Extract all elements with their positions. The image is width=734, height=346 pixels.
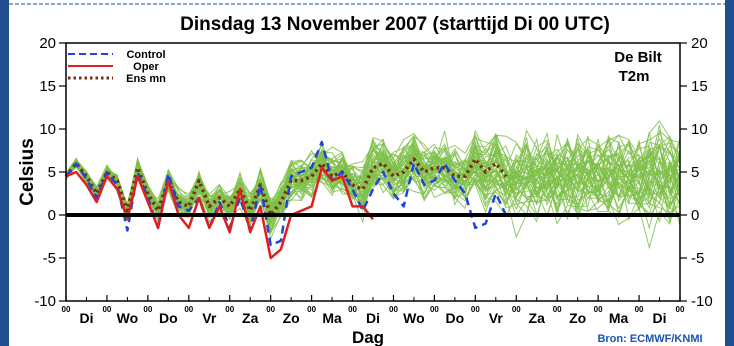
- y-tick-label-right: 5: [691, 164, 699, 181]
- x-tick-label: 00: [102, 305, 111, 314]
- main-series: [64, 140, 508, 260]
- source-credit: Bron: ECMWF/KNMI: [597, 333, 702, 345]
- y-tick-label-right: 15: [691, 78, 708, 95]
- x-tick-label: 00: [225, 305, 234, 314]
- x-tick-label: 00: [553, 305, 562, 314]
- x-day-label: Zo: [283, 310, 300, 326]
- y-tick-label-right: -5: [691, 250, 704, 267]
- x-tick-label: 00: [307, 305, 316, 314]
- x-axis-ticks: 00 00 00 00 00 00 00 00 00 00 00 00 00 00 00 00 Di Wo Do Vr…: [62, 295, 685, 326]
- series-ens-mn: [64, 157, 508, 217]
- x-day-label: Di: [653, 310, 667, 326]
- y-tick-label-right: 10: [691, 121, 708, 138]
- chart-title: Dinsdag 13 November 2007 (starttijd Di 0…: [180, 14, 610, 35]
- x-day-label: Do: [159, 310, 178, 326]
- y-tick-label-left: 10: [39, 121, 56, 138]
- y-tick-label-left: -10: [34, 293, 56, 310]
- x-tick-label: 00: [594, 305, 603, 314]
- y-tick-label-left: 5: [48, 164, 56, 181]
- x-day-label: Ma: [609, 310, 629, 326]
- parameter-name: T2m: [619, 68, 650, 85]
- y-tick-label-left: 15: [39, 78, 56, 95]
- ensemble-member-line: [65, 134, 681, 214]
- x-day-label: Do: [446, 310, 465, 326]
- legend-control-label: Control: [126, 49, 165, 61]
- y-tick-label-right: 20: [691, 35, 708, 52]
- ensemble-member-line: [65, 147, 681, 228]
- x-day-label: Vr: [489, 310, 504, 326]
- ensemble-member-line: [65, 132, 681, 241]
- y-tick-label-left: 20: [39, 35, 56, 52]
- x-day-label: Ma: [322, 310, 342, 326]
- x-day-label: Zo: [569, 310, 586, 326]
- x-day-label: Za: [529, 310, 546, 326]
- x-axis-label: Dag: [352, 328, 384, 346]
- x-tick-label: 00: [389, 305, 398, 314]
- x-tick-label: 00: [62, 305, 71, 314]
- series-control: [65, 140, 508, 247]
- x-tick-label: 00: [471, 305, 480, 314]
- x-tick-label: 00: [635, 305, 644, 314]
- x-tick-label: 00: [676, 305, 685, 314]
- x-tick-label: 00: [184, 305, 193, 314]
- legend-oper-label: Oper: [133, 61, 159, 73]
- x-day-label: Wo: [117, 310, 139, 326]
- station-name: De Bilt: [614, 49, 662, 66]
- x-tick-label: 00: [266, 305, 275, 314]
- plot-area: [65, 42, 681, 302]
- x-tick-label: 00: [143, 305, 152, 314]
- legend: Control Oper Ens mn: [68, 49, 166, 85]
- x-day-label: Di: [79, 310, 93, 326]
- y-tick-label-left: 0: [48, 207, 56, 224]
- x-day-label: Vr: [202, 310, 217, 326]
- x-day-label: Wo: [403, 310, 425, 326]
- series-oper: [65, 166, 374, 260]
- ensemble-member-line: [65, 150, 681, 219]
- x-day-label: Za: [242, 310, 259, 326]
- y-tick-label-right: -10: [691, 293, 713, 310]
- y-axis-ticks: -10 -10 -5 -5 0 0 5 5 10 10 15 15 20 20: [34, 35, 712, 310]
- x-tick-label: 00: [430, 305, 439, 314]
- y-tick-label-right: 0: [691, 207, 699, 224]
- x-tick-label: 00: [348, 305, 357, 314]
- x-tick-label: 00: [512, 305, 521, 314]
- legend-ens-mn-label: Ens mn: [126, 73, 166, 85]
- y-axis-label: Celsius: [17, 138, 38, 206]
- x-day-label: Di: [366, 310, 380, 326]
- y-tick-label-left: -5: [43, 250, 56, 267]
